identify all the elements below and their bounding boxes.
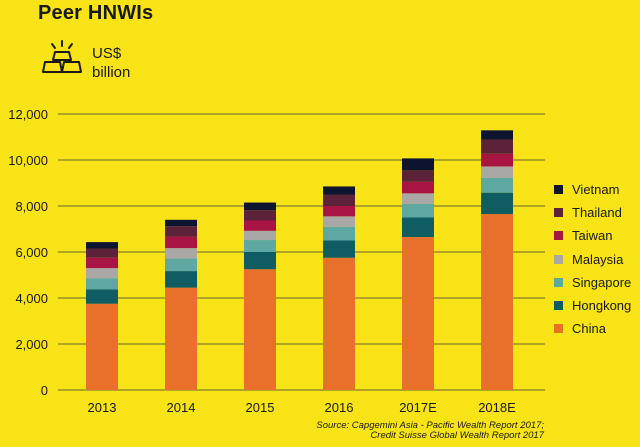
bar-segment-thailand — [244, 210, 276, 221]
bar-segment-thailand — [402, 170, 434, 182]
bar-segment-hongkong — [323, 240, 355, 258]
legend-label: China — [572, 321, 606, 337]
bar-segment-china — [481, 214, 513, 390]
bar-segment-thailand — [165, 226, 197, 237]
bar-segment-thailand — [481, 139, 513, 154]
legend-item-vietnam: Vietnam — [554, 178, 631, 201]
bar-segment-malaysia — [481, 166, 513, 178]
unit-label: US$ billion — [92, 44, 130, 82]
bar-segment-malaysia — [244, 230, 276, 241]
bar-segment-vietnam — [86, 242, 118, 249]
bar-segment-vietnam — [481, 130, 513, 140]
unit-label-scale: billion — [92, 64, 131, 81]
legend-swatch — [554, 324, 563, 334]
bar-segment-singapore — [165, 258, 197, 272]
bar-segment-thailand — [323, 194, 355, 206]
bar-segment-vietnam — [323, 186, 355, 195]
x-tick-label: 2018E — [478, 400, 516, 415]
chart-title: Peer HNWIs — [38, 2, 154, 24]
source-note: Source: Capgemini Asia - Pacific Wealth … — [316, 421, 544, 441]
y-tick-label: 12,000 — [8, 107, 48, 122]
legend-item-china: China — [554, 317, 631, 340]
source-line-1: Source: Capgemini Asia - Pacific Wealth … — [316, 420, 544, 431]
bar-segment-singapore — [481, 177, 513, 193]
chart-legend: Vietnam Thailand Taiwan Malaysia Singapore Ho… — [554, 178, 631, 340]
legend-label: Hongkong — [572, 298, 632, 314]
bar-segment-hongkong — [86, 289, 118, 304]
bar-segment-taiwan — [481, 153, 513, 167]
legend-swatch — [554, 208, 563, 218]
x-tick-label: 2013 — [88, 400, 117, 415]
bar-segment-hongkong — [165, 271, 197, 288]
legend-swatch — [554, 277, 563, 287]
bar-segment-hongkong — [244, 252, 276, 270]
bar-segment-china — [86, 303, 118, 390]
x-tick-label: 2016 — [325, 400, 354, 415]
bar-segment-singapore — [402, 203, 434, 218]
bar-segment-vietnam — [244, 202, 276, 211]
legend-swatch — [554, 185, 563, 195]
bar-segment-china — [165, 287, 197, 390]
legend-label: Malaysia — [572, 251, 624, 267]
legend-label: Thailand — [572, 205, 622, 221]
unit-label-currency: US$ — [92, 45, 122, 62]
x-tick-label: 2017E — [399, 400, 437, 415]
bar-segment-hongkong — [481, 192, 513, 215]
bar-segment-taiwan — [86, 257, 118, 269]
bar-segment-taiwan — [323, 206, 355, 217]
bar-segment-thailand — [86, 248, 118, 258]
y-tick-label: 10,000 — [8, 153, 48, 168]
y-tick-label: 4,000 — [15, 291, 48, 306]
bar-segment-vietnam — [165, 219, 197, 227]
legend-item-malaysia: Malaysia — [554, 248, 631, 271]
legend-swatch — [554, 254, 563, 264]
bar-segment-singapore — [244, 240, 276, 252]
x-tick-label: 2014 — [167, 400, 196, 415]
bar-segment-taiwan — [165, 236, 197, 249]
y-tick-label: 6,000 — [15, 245, 48, 260]
legend-item-hongkong: Hongkong — [554, 294, 631, 317]
bar-segment-singapore — [323, 226, 355, 241]
legend-item-singapore: Singapore — [554, 271, 631, 294]
bar-segment-china — [244, 269, 276, 390]
bar-segment-malaysia — [165, 248, 197, 259]
legend-item-taiwan: Taiwan — [554, 224, 631, 247]
bar-segment-malaysia — [323, 216, 355, 227]
bar-segment-taiwan — [402, 181, 434, 194]
x-tick-label: 2015 — [246, 400, 275, 415]
bar-segment-vietnam — [402, 158, 434, 171]
legend-label: Singapore — [572, 274, 632, 290]
bar-segment-singapore — [86, 278, 118, 290]
legend-swatch — [554, 231, 563, 241]
bar-segment-taiwan — [244, 220, 276, 231]
legend-label: Vietnam — [572, 182, 620, 198]
legend-item-thailand: Thailand — [554, 201, 631, 224]
y-tick-label: 2,000 — [15, 337, 48, 352]
gold-bars-icon — [42, 40, 82, 73]
legend-label: Taiwan — [572, 228, 613, 244]
source-line-2: Credit Suisse Global Wealth Report 2017 — [370, 430, 544, 441]
legend-swatch — [554, 301, 563, 311]
y-tick-label: 0 — [41, 383, 48, 398]
bar-segment-hongkong — [402, 217, 434, 238]
bar-segment-malaysia — [86, 268, 118, 279]
bar-segment-china — [402, 237, 434, 390]
y-tick-label: 8,000 — [15, 199, 48, 214]
bar-segment-china — [323, 257, 355, 390]
bar-segment-malaysia — [402, 193, 434, 204]
